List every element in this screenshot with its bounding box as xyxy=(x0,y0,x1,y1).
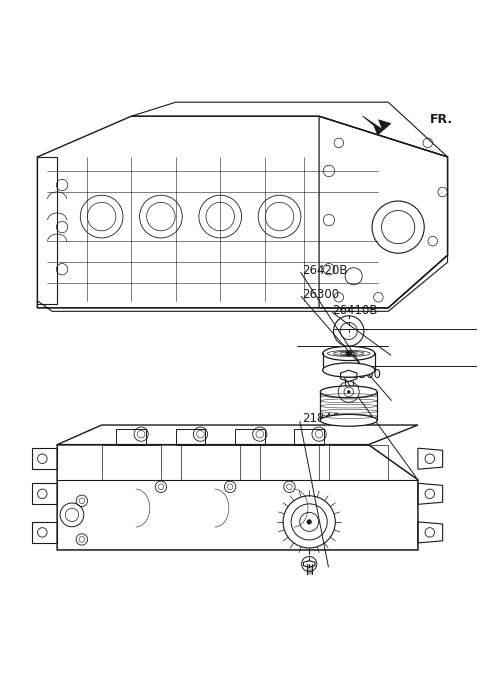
Text: 26420B: 26420B xyxy=(301,264,347,276)
Polygon shape xyxy=(362,116,391,135)
Ellipse shape xyxy=(320,386,377,397)
Text: 23300: 23300 xyxy=(344,368,382,381)
Circle shape xyxy=(348,391,350,393)
Ellipse shape xyxy=(320,414,377,427)
Text: 21846: 21846 xyxy=(301,412,339,425)
Text: 26300: 26300 xyxy=(301,288,339,301)
Text: FR.: FR. xyxy=(430,114,453,126)
Circle shape xyxy=(307,520,312,525)
Ellipse shape xyxy=(323,363,375,377)
Circle shape xyxy=(346,351,351,356)
Text: 26410B: 26410B xyxy=(333,304,378,318)
